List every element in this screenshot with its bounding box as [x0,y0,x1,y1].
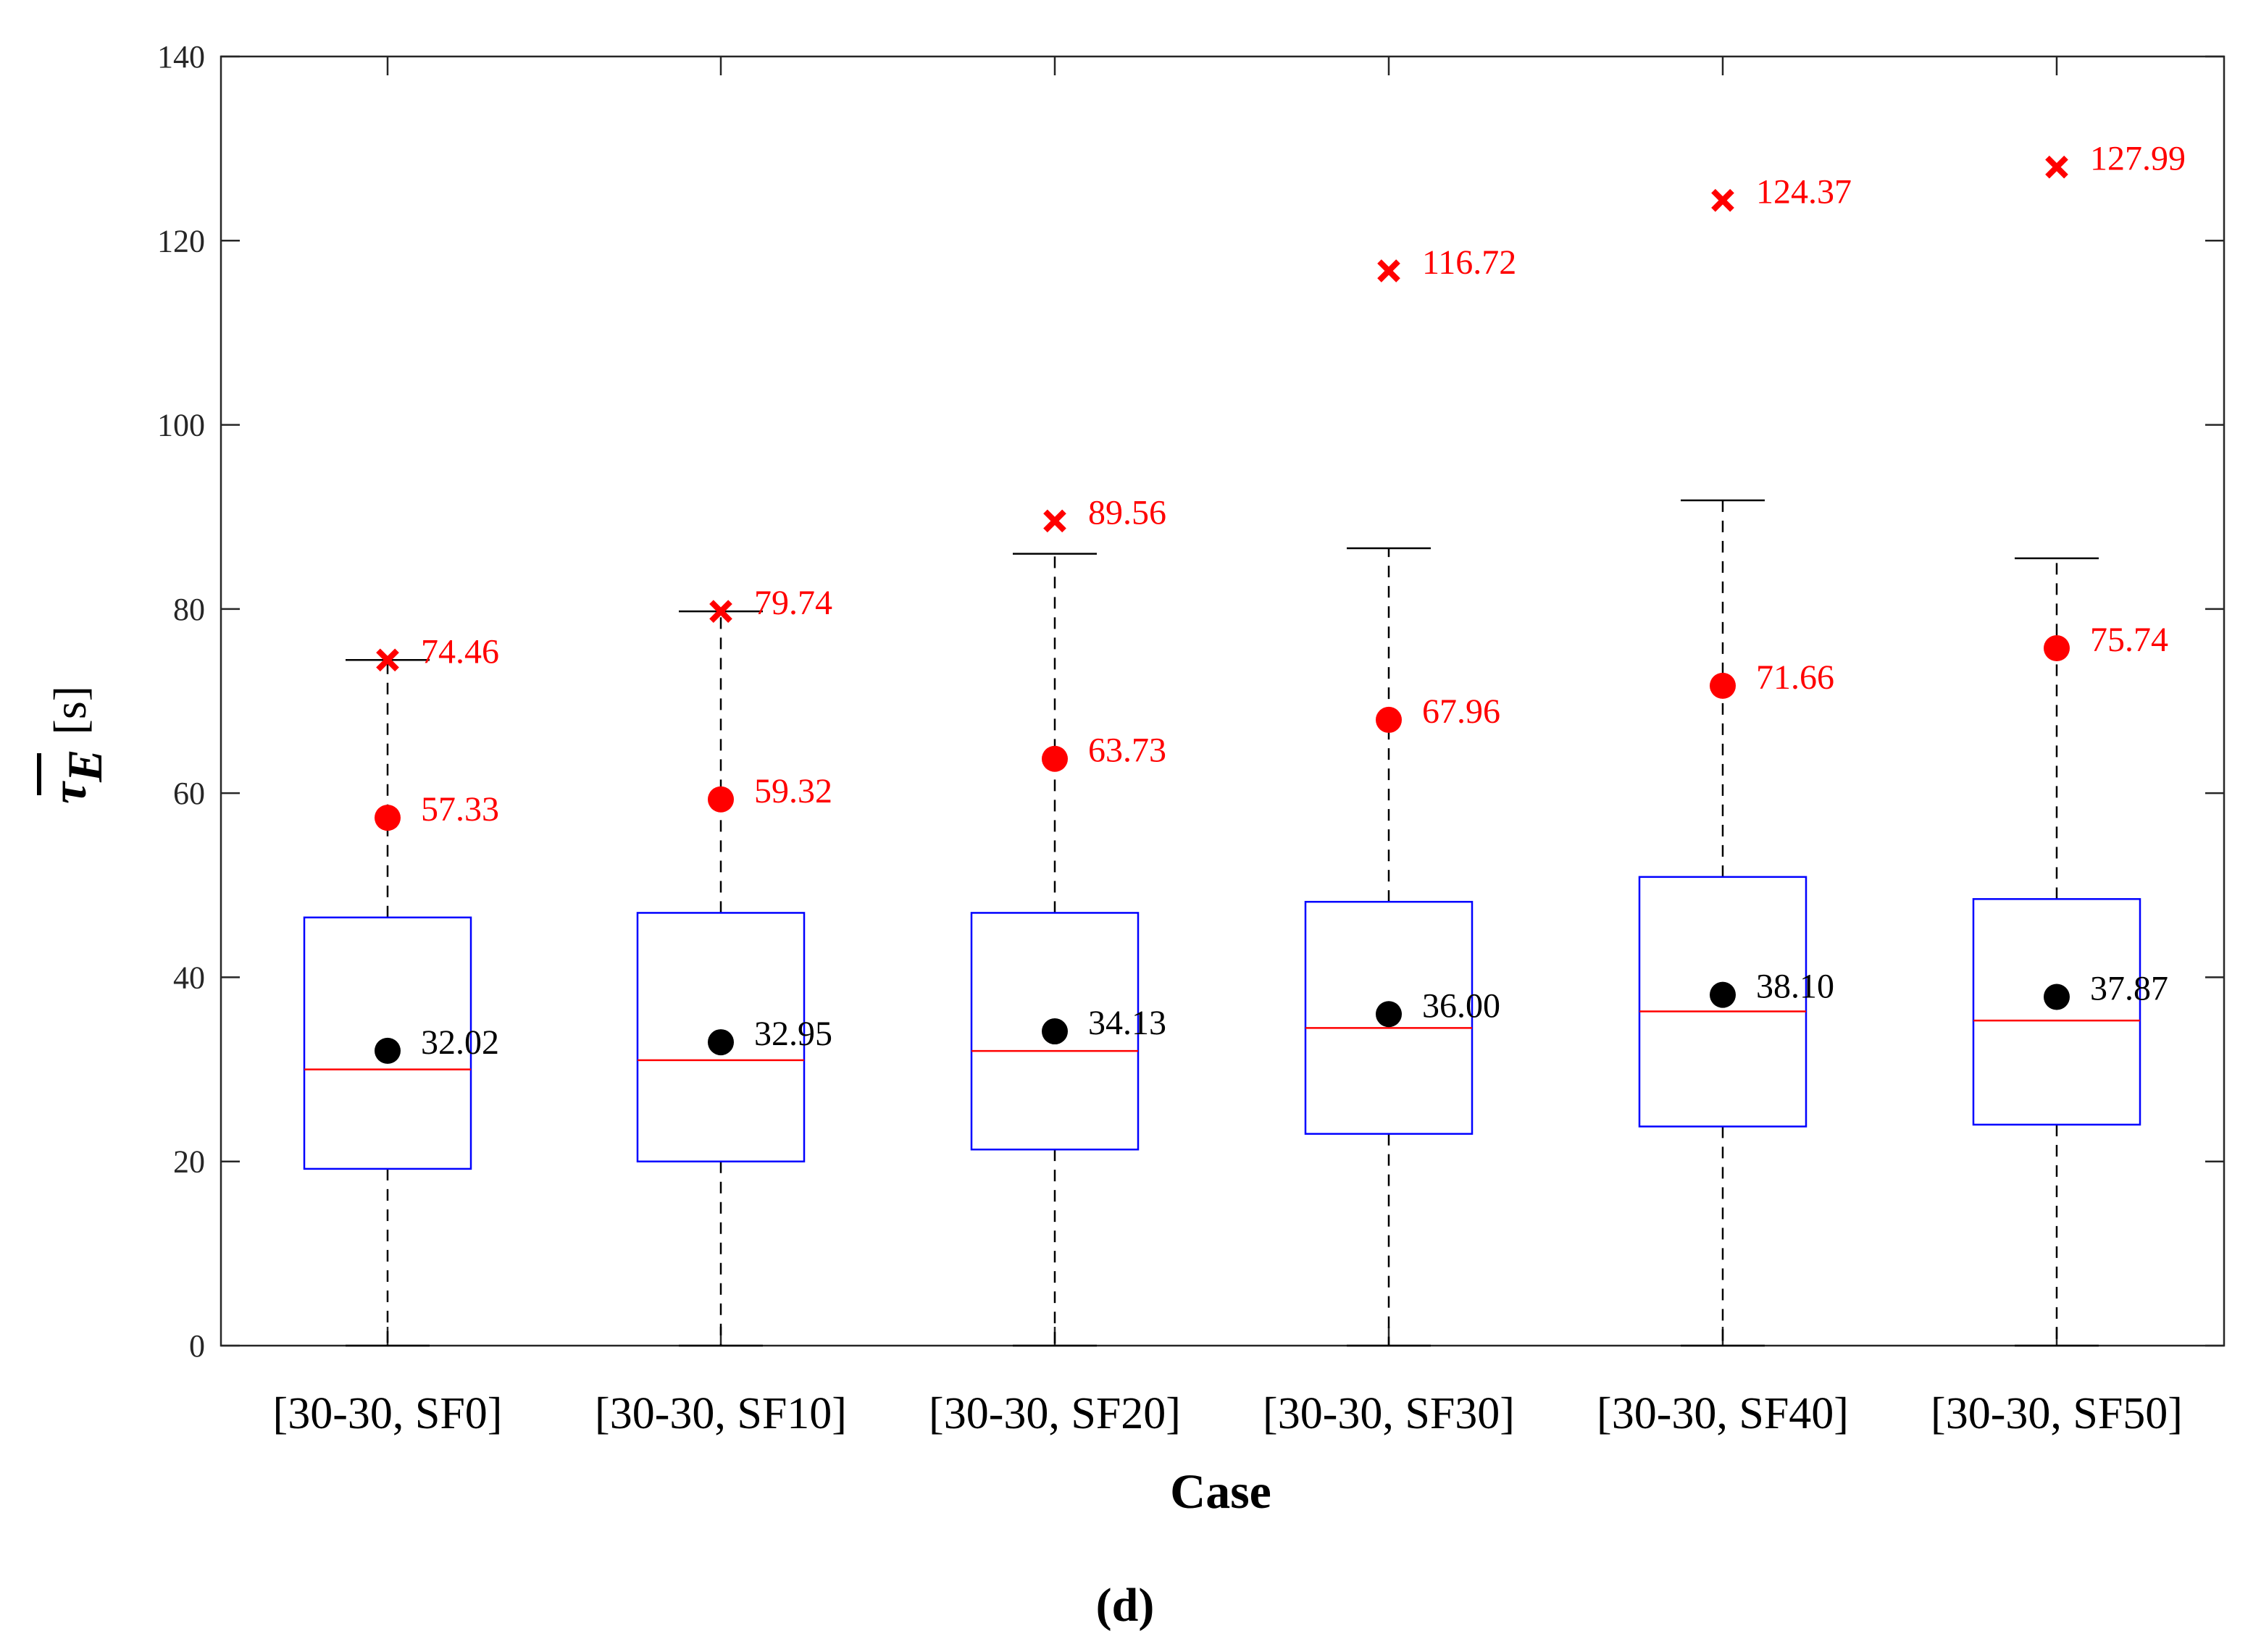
p95-value-label: 63.73 [1088,731,1166,770]
max-marker-stroke [376,648,399,672]
box-iqr [1638,876,1807,1128]
x-axis-title: Case [1170,1464,1271,1519]
y-tick-label: 40 [173,960,205,995]
max-marker [2045,155,2068,179]
max-marker-stroke [1043,509,1066,533]
p95-value-label: 67.96 [1422,692,1500,731]
y-tick-label: 0 [189,1328,205,1364]
max-marker [1711,188,1734,212]
p95-value-label: 75.74 [2090,621,2168,659]
svg-text:τE[s]: τE [s] [41,686,112,804]
y-tick-label: 20 [173,1144,205,1180]
max-value-label: 89.56 [1088,493,1166,532]
y-tick-label: 140 [157,39,205,75]
x-category-label: [30-30, SF50] [1931,1389,2183,1438]
p95-value-label: 71.66 [1756,658,1834,697]
max-value-label: 74.46 [421,632,499,671]
y-axis-title-unit: [s] [44,686,96,735]
mean-value-label: 38.10 [1756,968,1834,1006]
mean-marker [708,1029,734,1056]
mean-value-label: 36.00 [1422,986,1500,1025]
p95-value-label: 57.33 [421,790,499,829]
max-value-label: 127.99 [2090,140,2186,178]
x-category-label: [30-30, SF20] [929,1389,1181,1438]
y-tick-label: 80 [173,592,205,627]
p95-marker [2044,635,2070,662]
y-axis-title-symbol: τ [41,781,96,804]
x-category-label: [30-30, SF0] [273,1389,503,1438]
mean-marker [1376,1001,1402,1028]
y-axis-title-subscript: E [57,749,112,782]
p95-marker [1376,706,1402,733]
p95-marker [1042,745,1068,772]
p95-marker [1710,672,1736,699]
p95-marker [375,805,401,831]
mean-marker [1042,1018,1068,1045]
mean-marker [375,1037,401,1064]
max-value-label: 79.74 [754,584,832,622]
mean-value-label: 32.95 [754,1015,832,1053]
max-marker [1377,259,1400,282]
max-value-label: 116.72 [1422,243,1516,282]
max-marker-stroke [709,600,732,623]
panel-label: (d) [1096,1579,1155,1632]
p95-marker [708,786,734,813]
mean-value-label: 37.87 [2090,970,2168,1008]
max-marker [1043,509,1066,533]
max-marker-stroke [2045,155,2068,179]
max-marker [709,600,732,623]
box-iqr [303,916,472,1170]
mean-value-label: 34.13 [1088,1004,1166,1042]
x-category-label: [30-30, SF30] [1263,1389,1515,1438]
mean-value-label: 32.02 [421,1023,499,1062]
x-category-label: [30-30, SF10] [595,1389,847,1438]
y-tick-label: 100 [157,408,205,443]
mean-marker [2044,984,2070,1010]
y-tick-label: 60 [173,776,205,811]
max-marker-stroke [1377,259,1400,282]
x-category-label: [30-30, SF40] [1597,1389,1849,1438]
max-marker-stroke [1711,188,1734,212]
box-iqr [970,912,1140,1151]
box-iqr [1972,898,2141,1126]
box-iqr [636,912,806,1162]
mean-marker [1710,981,1736,1008]
y-tick-label: 120 [157,223,205,259]
box-iqr [1304,900,1474,1135]
plot-frame [220,55,2226,1347]
max-value-label: 124.37 [1756,173,1852,211]
max-marker [376,648,399,672]
p95-value-label: 59.32 [754,772,832,810]
y-axis-title: τE [s] [37,686,112,804]
